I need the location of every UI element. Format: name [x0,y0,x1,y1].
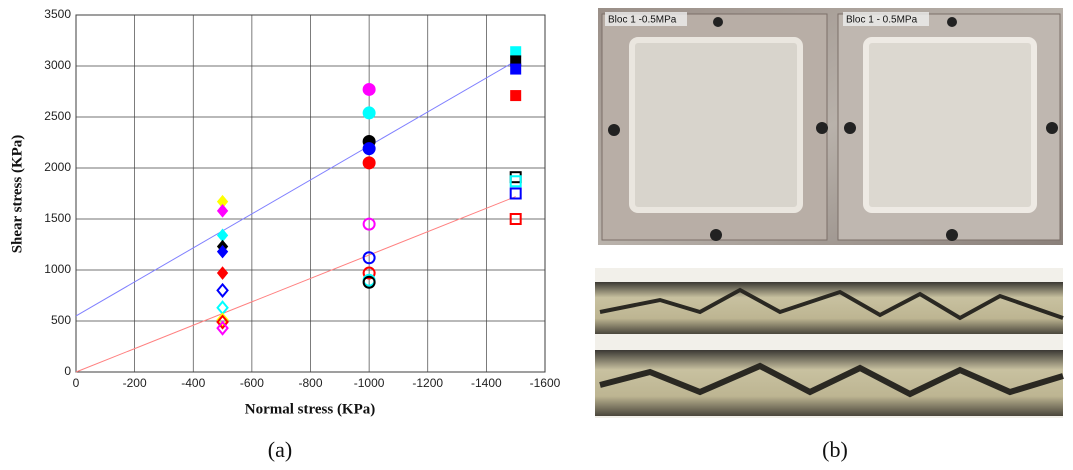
point [216,266,229,280]
point [509,175,522,188]
point [510,46,522,58]
y-tick-label: 3000 [44,58,71,72]
y-tick-label: 2500 [44,109,71,123]
x-tick-label: -200 [123,376,147,390]
point [362,217,376,231]
point [216,204,229,218]
x-tick-label: -1600 [530,376,561,390]
photo-top: Bloc 1 -0.5MPa Bloc 1 - 0.5MPa [598,8,1063,245]
panel-label: (b) [822,437,848,462]
y-tick-label: 500 [51,313,71,327]
point [216,312,229,328]
point [510,63,522,75]
y-tick-label: 0 [64,364,71,378]
fit-line [75,196,516,373]
y-tick-label: 3500 [44,7,71,21]
point [216,244,229,259]
point [362,251,376,265]
point [362,106,376,120]
x-tick-label: -1000 [354,376,385,390]
y-axis-label: Shear stress (KPa) [9,135,25,254]
point [216,282,229,298]
photo-label: Bloc 1 - 0.5MPa [846,15,918,26]
x-tick-label: -1400 [471,376,502,390]
panel-label: (a) [268,437,292,462]
point [216,314,229,330]
point [362,142,376,156]
point [509,213,522,225]
x-tick-label: -600 [240,376,264,390]
x-tick-label: -400 [181,376,205,390]
point [362,82,376,96]
x-tick-label: -800 [298,376,322,390]
point [362,266,376,280]
point [362,275,376,289]
photo-bottom [595,268,1064,418]
point [362,156,376,170]
x-tick-label: -1200 [412,376,443,390]
x-tick-label: 0 [73,376,80,390]
x-axis-label: Normal stress (KPa) [245,401,376,417]
photo-label: Bloc 1 -0.5MPa [608,15,677,26]
point [510,90,522,102]
point [509,187,522,200]
y-tick-label: 1500 [44,211,71,225]
point [216,320,229,336]
fit-line [75,60,516,317]
y-tick-label: 1000 [44,262,71,276]
y-tick-label: 2000 [44,160,71,174]
